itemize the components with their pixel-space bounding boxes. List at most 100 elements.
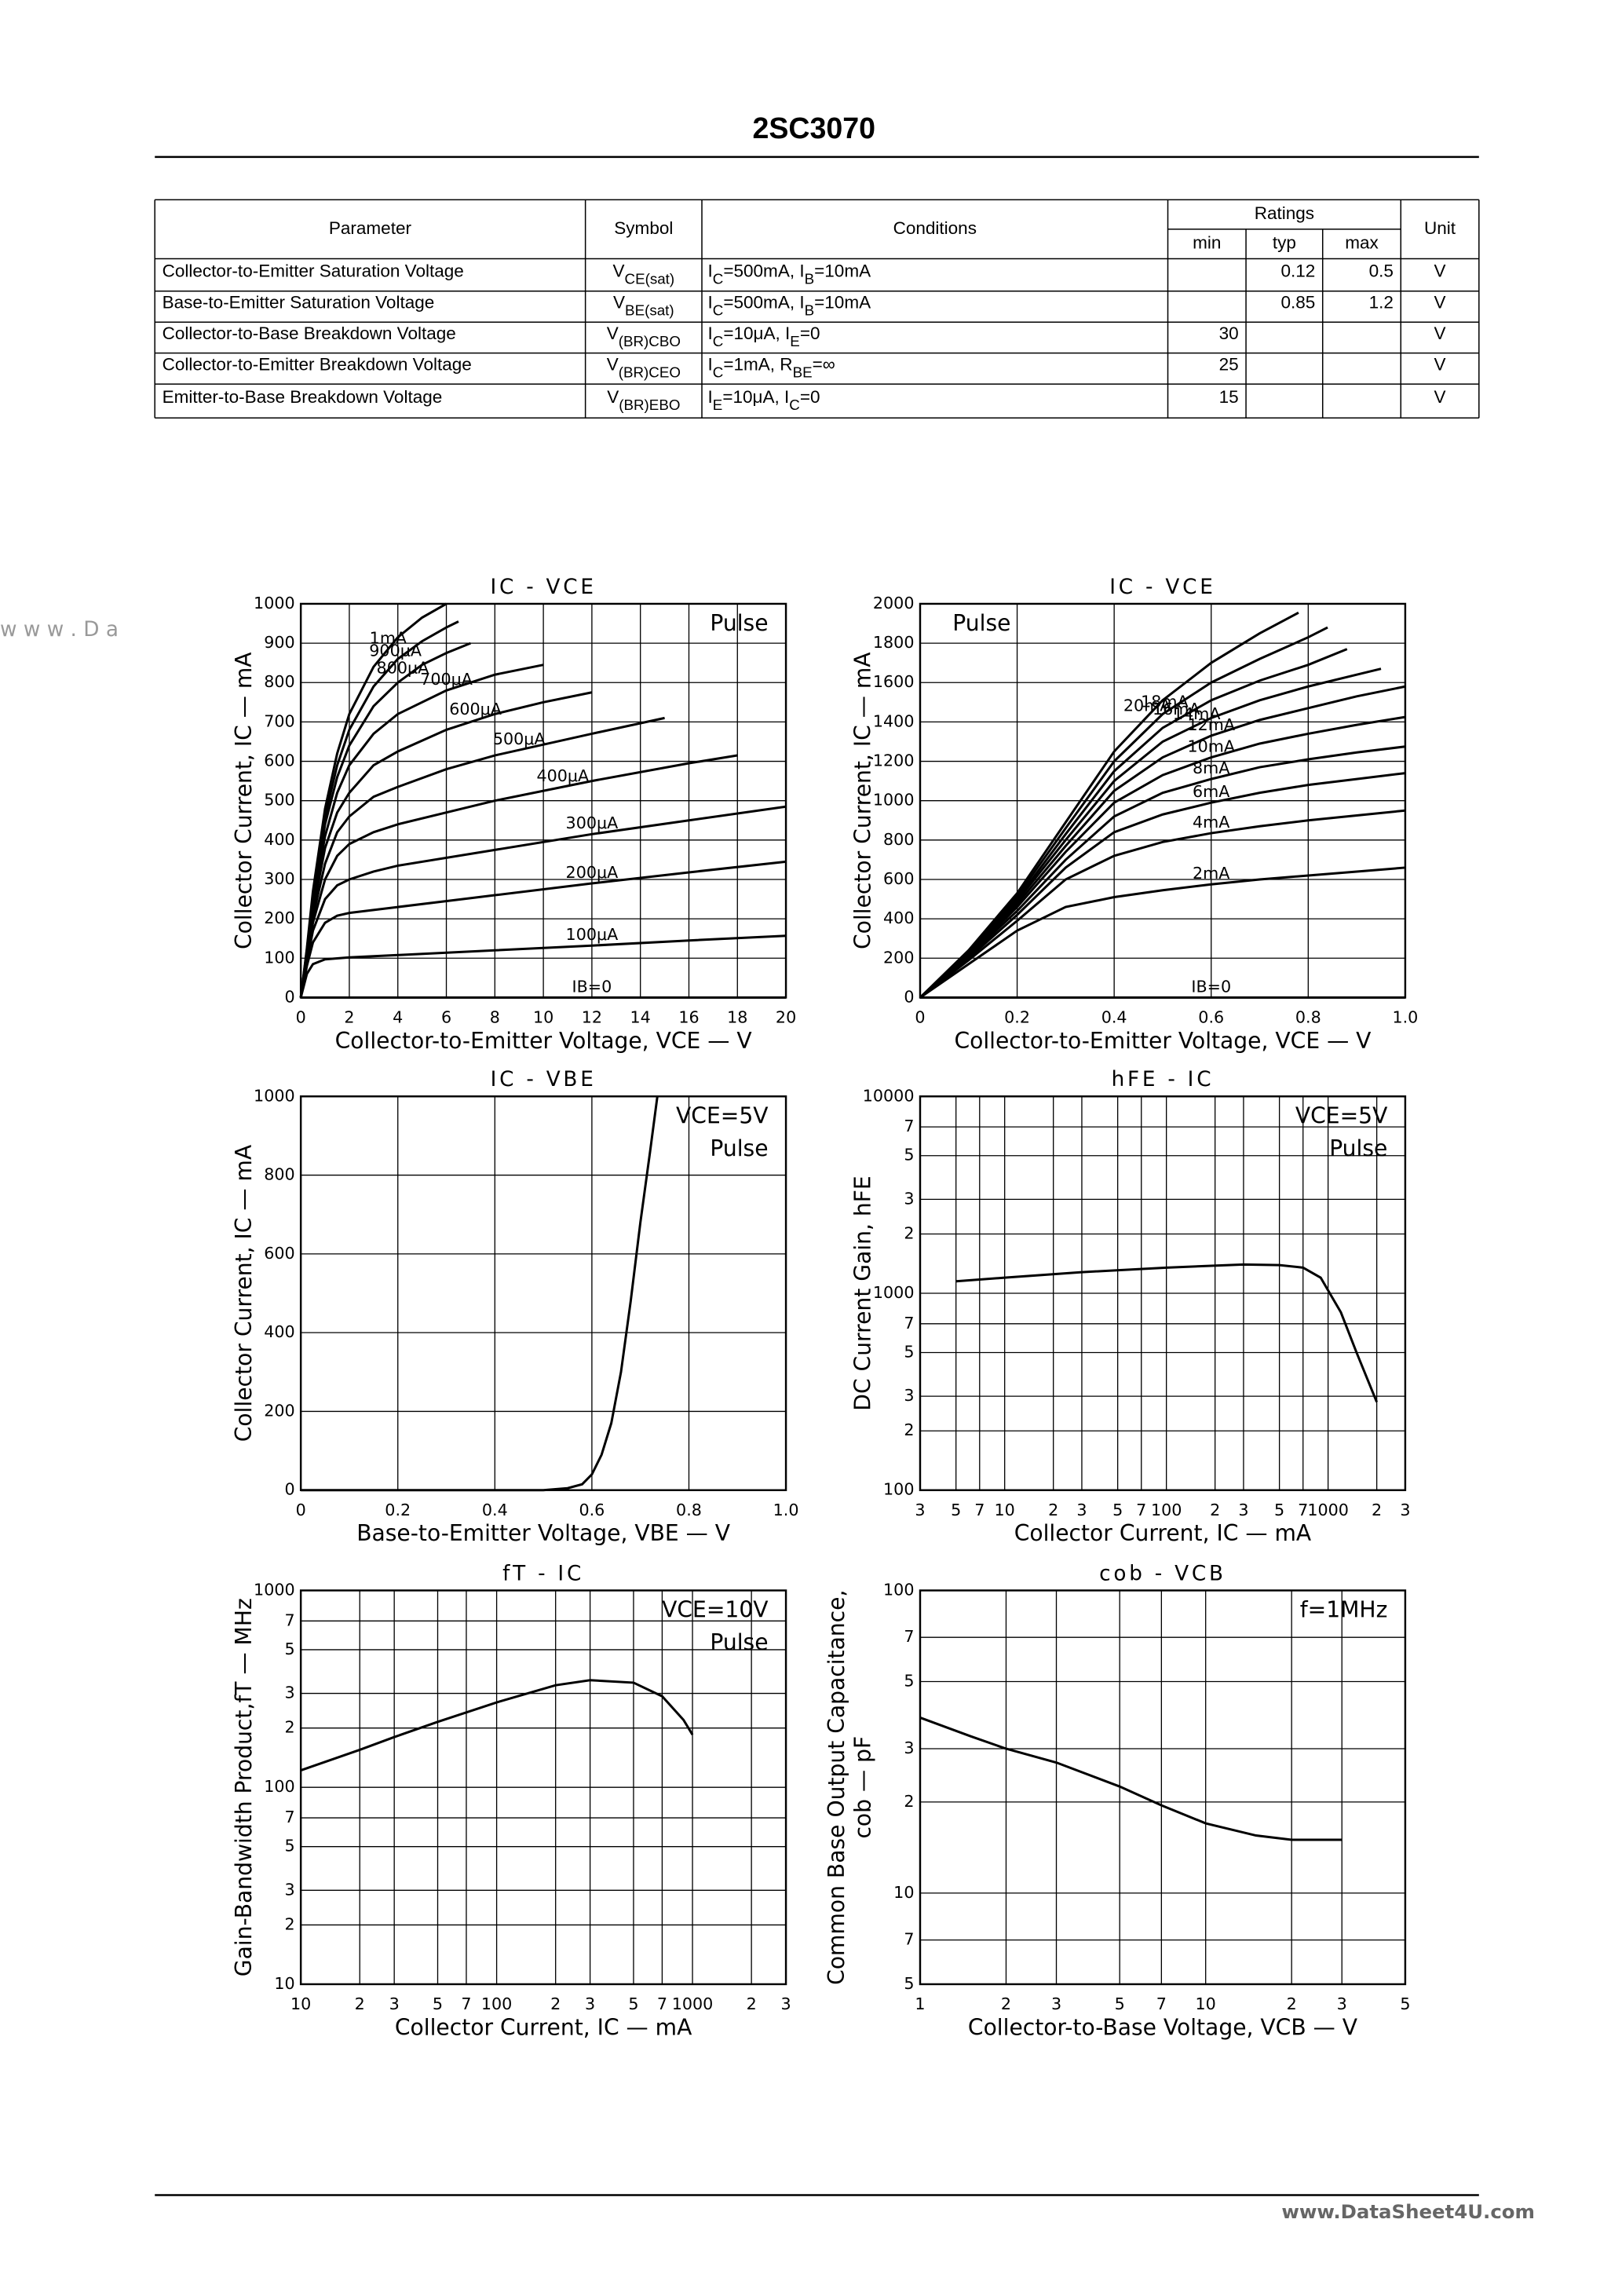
- curve-label: 1mA: [370, 628, 407, 647]
- watermark: w w w . D a: [0, 618, 119, 642]
- x-tick-label: 0.4: [482, 1501, 508, 1519]
- table-cell: 0.12: [1281, 261, 1316, 280]
- y-tick-label: 1000: [254, 1086, 295, 1105]
- curve: [299, 934, 787, 998]
- y-tick-label: 1000: [254, 1580, 295, 1599]
- curve-label: 12mA: [1187, 715, 1235, 734]
- plot-frame: [919, 1589, 1407, 1986]
- curve: [919, 866, 1406, 999]
- y-tick-label: 100: [883, 1480, 914, 1499]
- footer-text: www.DataSheet4U.com: [1281, 2200, 1535, 2223]
- table-conditions: IC=500mA, IB=10mA: [708, 261, 871, 287]
- y-tick-label: 600: [264, 1244, 294, 1263]
- y-tick-label: 0: [904, 987, 914, 1006]
- curve-label: 700μA: [420, 670, 473, 689]
- x-tick-label: 0.6: [579, 1501, 605, 1519]
- x-axis-label: Collector Current, IC — mA: [1014, 1520, 1312, 1546]
- y-axis-label: DC Current Gain, hFE: [850, 1175, 876, 1410]
- y-axis-label: Common Base Output Capacitance,: [824, 1590, 849, 1985]
- x-tick-label: 14: [630, 1008, 651, 1027]
- y-tick-label: 1800: [873, 633, 915, 652]
- table-conditions-part: I: [708, 324, 713, 343]
- table-symbol-part: (BR)EBO: [619, 397, 680, 413]
- x-axis-label: Collector-to-Base Voltage, VCB — V: [968, 2014, 1358, 2040]
- table-symbol-part: CE(sat): [625, 271, 675, 287]
- chart-title: IC - VCE: [490, 576, 596, 599]
- y-axis-label: Collector Current, IC — mA: [231, 652, 257, 949]
- x-tick-label: 0.2: [1004, 1008, 1030, 1027]
- curve-label: 200μA: [566, 863, 619, 882]
- y-tick-label: 1400: [873, 711, 915, 730]
- table-cell: V: [1434, 261, 1446, 280]
- x-tick-label: 1.0: [1392, 1008, 1418, 1027]
- table-cell: V: [1434, 324, 1446, 343]
- annotation: VCE=10V: [662, 1597, 769, 1623]
- chart-title: IC - VBE: [491, 1068, 597, 1091]
- curve-label: 500μA: [493, 729, 546, 748]
- annotation: Pulse: [710, 1629, 768, 1655]
- table-conditions-part: =1mA, R: [723, 355, 792, 375]
- table-conditions-part: =10μA, I: [723, 324, 790, 343]
- x-tick-label: 2: [355, 1994, 365, 2013]
- curve: [919, 715, 1406, 999]
- y-tick-label: 1000: [254, 594, 295, 612]
- table-cell: 30: [1219, 324, 1239, 343]
- x-tick-label: 3: [1076, 1501, 1087, 1519]
- x-tick-label: 10: [1196, 1994, 1216, 2013]
- curve-label: 10mA: [1187, 737, 1235, 755]
- x-tick-label: 3: [1238, 1501, 1248, 1519]
- y-tick-label: 7: [904, 1314, 914, 1333]
- table-symbol-part: BE(sat): [625, 302, 674, 319]
- y-tick-label: 3: [284, 1880, 294, 1899]
- curve: [919, 611, 1299, 999]
- table-conditions-part: =10mA: [814, 261, 871, 280]
- table-symbol-part: V: [607, 387, 619, 407]
- table-header: max: [1345, 233, 1379, 253]
- x-tick-label: 2: [1287, 1994, 1297, 2013]
- x-axis-label: Collector-to-Emitter Voltage, VCE — V: [954, 1028, 1372, 1054]
- table-conditions-part: C: [713, 302, 724, 319]
- table-symbol: VCE(sat): [613, 261, 675, 287]
- x-tick-label: 3: [585, 1994, 595, 2013]
- y-tick-label: 5: [904, 1671, 914, 1690]
- table-symbol: VBE(sat): [613, 293, 674, 320]
- x-tick-label: 0.4: [1101, 1008, 1127, 1027]
- table-cell: V: [1434, 293, 1446, 313]
- x-tick-label: 12: [582, 1008, 602, 1027]
- x-axis-label: Base-to-Emitter Voltage, VBE — V: [356, 1520, 731, 1546]
- chart: 3 5 7 10 2 3 5 7 100 2 3 5 7 1000 2 3100235710002357100…: [850, 1068, 1411, 1546]
- y-tick-label: 3: [284, 1684, 294, 1702]
- x-tick-label: 3: [780, 1994, 791, 2013]
- curve-label: 300μA: [566, 813, 619, 832]
- curve-label: 20mA: [1123, 696, 1171, 715]
- curve-label: 2mA: [1193, 864, 1229, 883]
- y-tick-label: 100: [264, 948, 294, 967]
- annotation: VCE=5V: [676, 1103, 769, 1129]
- y-tick-label: 600: [883, 869, 914, 888]
- x-tick-label: 2: [747, 1994, 757, 2013]
- table-conditions-part: I: [708, 261, 713, 280]
- table-conditions: IE=10μA, IC=0: [708, 387, 820, 414]
- curve-label: 600μA: [449, 700, 502, 718]
- y-tick-label: 1200: [873, 751, 915, 770]
- y-tick-label: 5: [904, 1342, 914, 1361]
- table-conditions-part: =0: [800, 387, 820, 407]
- y-tick-label: 1000: [873, 791, 915, 810]
- x-tick-label: 2: [1210, 1501, 1220, 1519]
- charts: 0 2 4 6 8 10 12 14 16 18 2001002003004005006007008…: [231, 576, 1419, 2040]
- table-header: Conditions: [893, 218, 977, 238]
- x-tick-label: 5: [628, 1994, 638, 2013]
- curve-label: 14mA: [1173, 704, 1221, 723]
- x-tick-label: 0: [296, 1008, 306, 1027]
- page-title: 2SC3070: [752, 112, 875, 144]
- table-conditions-part: C: [713, 271, 724, 287]
- table-conditions-part: C: [713, 334, 724, 350]
- curve-label: 16mA: [1153, 700, 1200, 718]
- y-tick-label: 800: [264, 1165, 294, 1184]
- y-tick-label: 7: [904, 1627, 914, 1646]
- table-conditions-part: I: [708, 293, 713, 313]
- y-tick-label: 2: [284, 1914, 294, 1933]
- y-tick-label: 400: [264, 1322, 294, 1341]
- x-tick-label: 5: [433, 1994, 443, 2013]
